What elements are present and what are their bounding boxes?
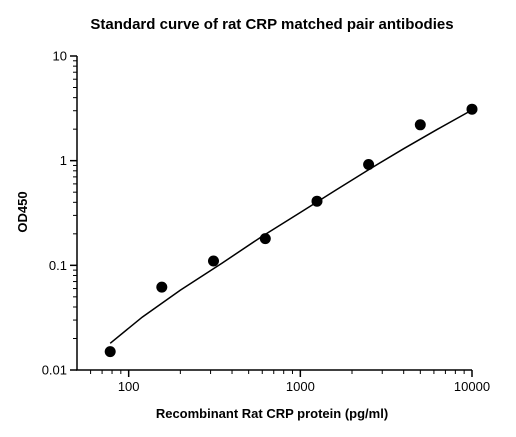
data-point [311, 195, 323, 207]
data-points [104, 103, 478, 358]
y-tick-label: 1 [60, 153, 67, 168]
y-tick-label: 0.01 [42, 363, 67, 378]
y-tick-label: 10 [53, 49, 67, 64]
data-point [466, 103, 478, 115]
data-point [156, 281, 168, 293]
x-tick-label: 1000 [286, 379, 315, 394]
data-point [208, 255, 219, 267]
data-point [363, 159, 375, 170]
y-tick-label: 0.1 [49, 258, 67, 273]
fit-curve [109, 109, 473, 344]
tick-group: 0.01 0.1 1 10 100 1000 10000 [42, 49, 490, 395]
data-point [259, 233, 271, 245]
chart-title: Standard curve of rat CRP matched pair a… [90, 16, 453, 33]
x-tick-label: 100 [118, 379, 140, 394]
data-point [104, 346, 116, 358]
x-axis-label: Recombinant Rat CRP protein (pg/ml) [156, 406, 388, 421]
x-tick-label: 10000 [454, 379, 490, 394]
y-axis-label: OD450 [15, 191, 30, 232]
data-point [414, 119, 426, 131]
